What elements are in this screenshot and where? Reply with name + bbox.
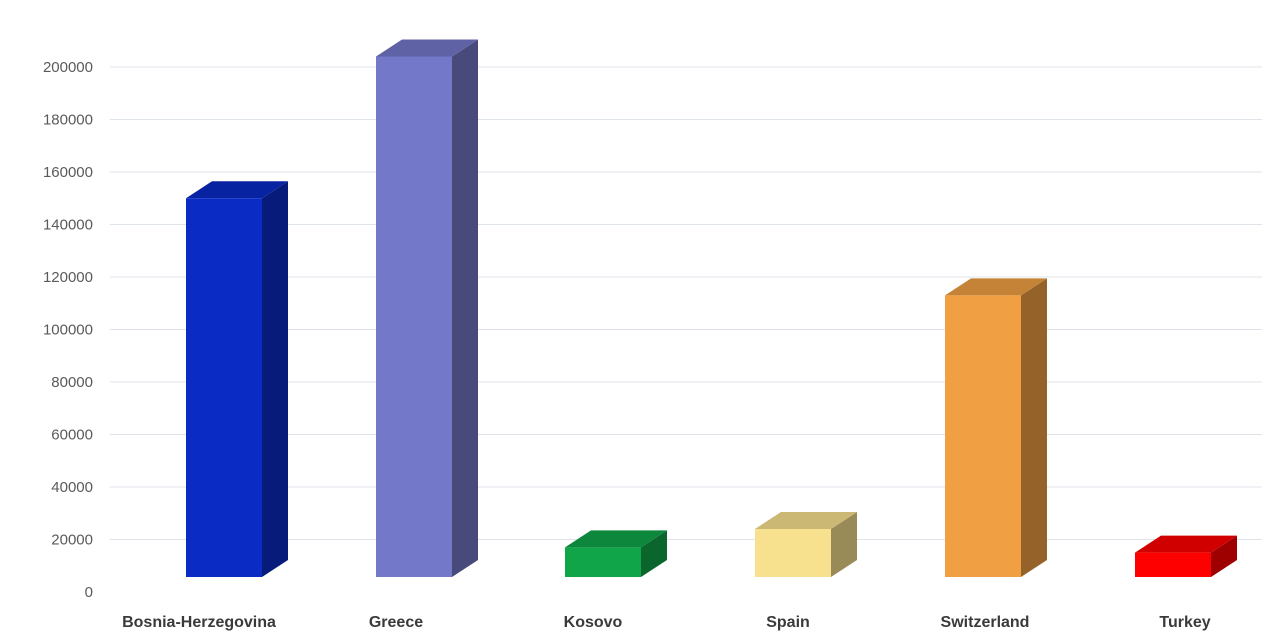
- bar-front-face: [1135, 552, 1211, 577]
- bars: [186, 39, 1237, 577]
- y-tick-label: 200000: [43, 59, 93, 76]
- x-category-label: Bosnia-Herzegovina: [122, 614, 276, 631]
- y-tick-label: 160000: [43, 164, 93, 181]
- bar: [565, 530, 667, 577]
- y-axis-tick-labels: 0 20000 40000 60000 80000 100000 120000 140000 1…: [43, 59, 93, 601]
- x-category-label: Kosovo: [564, 614, 623, 631]
- y-tick-label: 100000: [43, 322, 93, 339]
- bar-top-face: [1135, 535, 1237, 553]
- bar-side-face: [831, 512, 857, 577]
- bar-top-face: [376, 39, 478, 57]
- y-tick-label: 20000: [51, 532, 93, 549]
- y-tick-label: 80000: [51, 374, 93, 391]
- bar-top-face: [945, 278, 1047, 296]
- bar-front-face: [376, 56, 452, 577]
- bar: [186, 181, 288, 577]
- bar: [945, 278, 1047, 577]
- bar: [1135, 535, 1237, 577]
- x-axis-category-labels: Bosnia-Herzegovina Greece Kosovo Spain Switz…: [122, 614, 1211, 631]
- bar-front-face: [565, 547, 641, 577]
- y-tick-label: 180000: [43, 112, 93, 129]
- y-tick-label: 120000: [43, 269, 93, 286]
- bar-top-face: [186, 181, 288, 199]
- bar-side-face: [1211, 535, 1237, 577]
- bar-top-face: [565, 530, 667, 548]
- x-category-label: Turkey: [1159, 614, 1210, 631]
- bar-side-face: [641, 530, 667, 577]
- y-tick-label: 60000: [51, 427, 93, 444]
- y-tick-label: 140000: [43, 217, 93, 234]
- bar-front-face: [186, 198, 262, 577]
- x-category-label: Greece: [369, 614, 423, 631]
- y-tick-label: 40000: [51, 479, 93, 496]
- gridlines: [110, 66, 1262, 540]
- x-category-label: Switzerland: [941, 614, 1030, 631]
- bar-side-face: [452, 39, 478, 577]
- bar-top-face: [755, 512, 857, 529]
- bar-front-face: [755, 529, 831, 577]
- bar-side-face: [1021, 278, 1047, 577]
- bar-side-face: [262, 181, 288, 577]
- x-category-label: Spain: [766, 614, 810, 631]
- bar: [755, 512, 857, 577]
- bar: [376, 39, 478, 577]
- y-tick-label: 0: [85, 584, 93, 601]
- bar-front-face: [945, 295, 1021, 577]
